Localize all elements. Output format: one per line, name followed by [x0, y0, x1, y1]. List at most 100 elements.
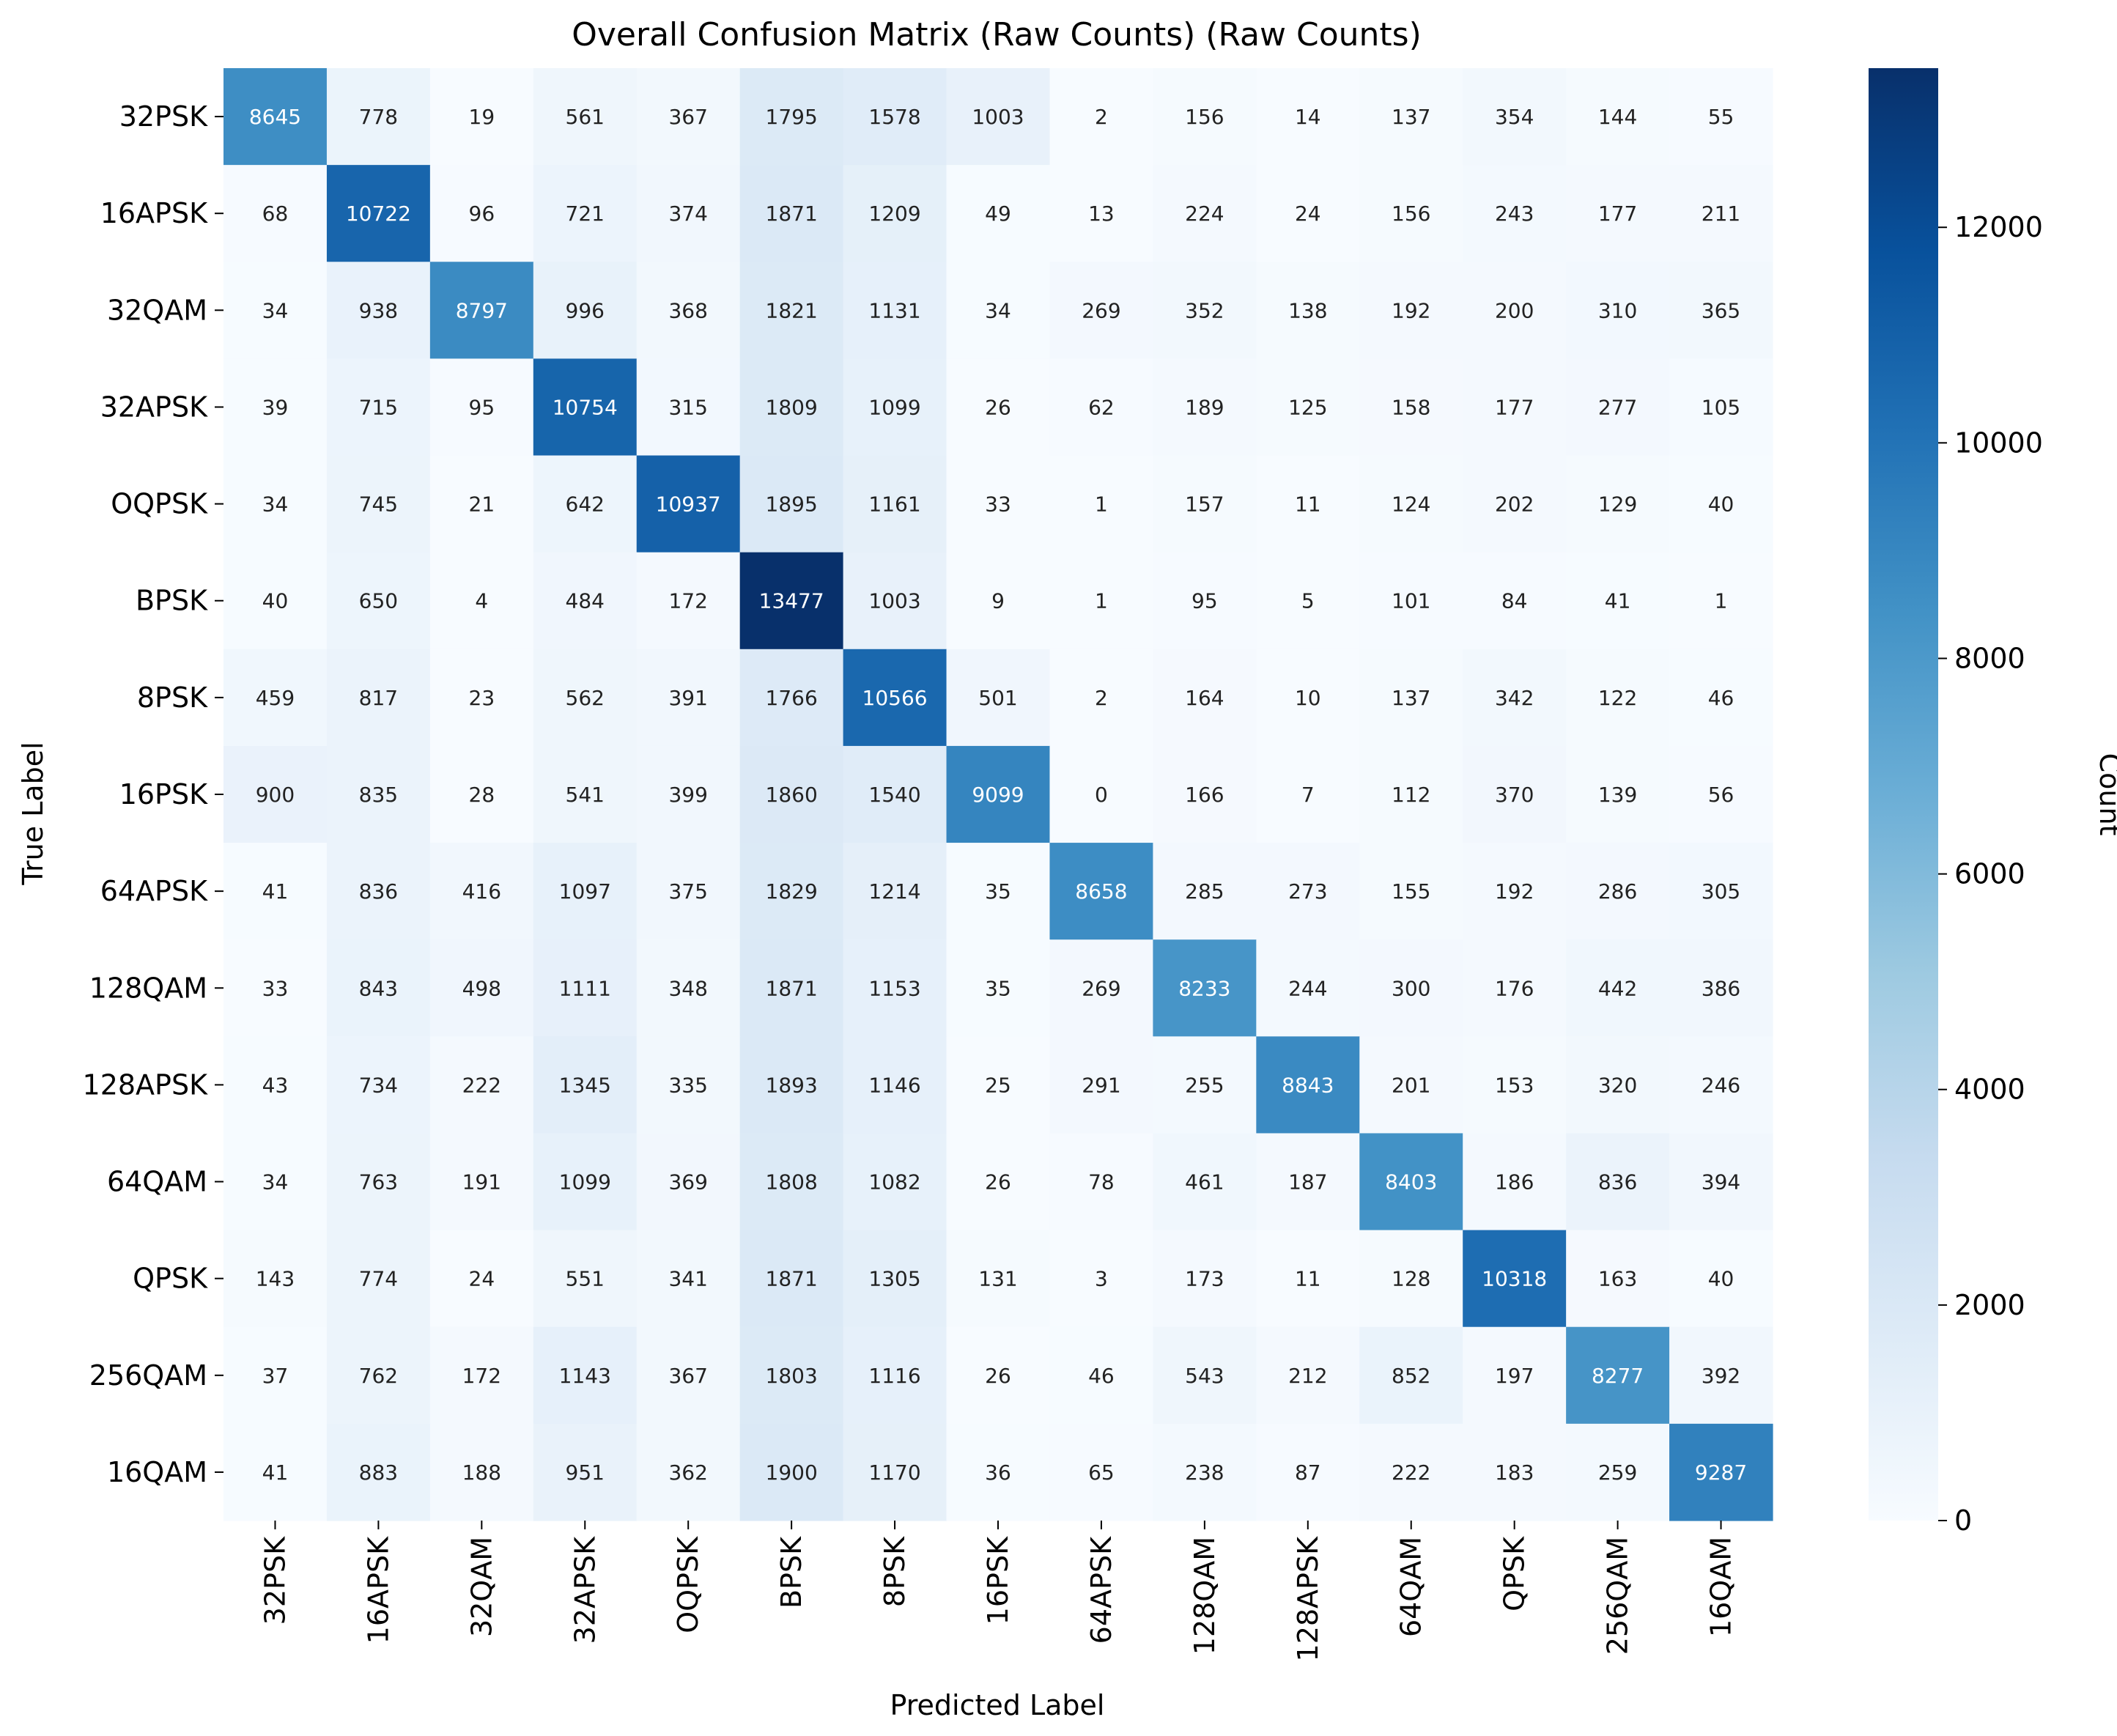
cell-value-label: 131: [978, 1267, 1017, 1291]
cell-value-label: 183: [1495, 1460, 1534, 1485]
cell-value-label: 442: [1598, 976, 1637, 1000]
cell-value-label: 8277: [1592, 1364, 1644, 1388]
cell-value-label: 8403: [1385, 1170, 1437, 1194]
cell-value-label: 1116: [868, 1364, 920, 1388]
y-tick-label: 16QAM: [107, 1456, 207, 1488]
cell-value-label: 222: [1392, 1460, 1430, 1485]
cell-value-label: 561: [566, 105, 605, 129]
cell-value-label: 244: [1288, 976, 1327, 1000]
y-axis-label: True Label: [17, 742, 49, 885]
heatmap-cell: [1359, 843, 1463, 940]
heatmap-cell: [1359, 455, 1463, 553]
heatmap-cell: [1669, 552, 1773, 650]
cell-value-label: 562: [566, 686, 605, 710]
heatmap-cell: [1566, 68, 1670, 166]
chart-title: Overall Confusion Matrix (Raw Counts) (R…: [572, 16, 1422, 53]
x-tick-label: 32APSK: [569, 1536, 601, 1644]
cell-value-label: 1082: [868, 1170, 920, 1194]
cell-value-label: 484: [566, 589, 605, 613]
cell-value-label: 778: [359, 105, 398, 129]
heatmap-cell: [843, 939, 947, 1037]
heatmap-cell: [843, 68, 947, 166]
heatmap-cell: [739, 1036, 844, 1134]
cell-value-label: 1003: [972, 105, 1024, 129]
cell-value-label: 1578: [868, 105, 920, 129]
heatmap-cell: [1566, 1326, 1670, 1425]
heatmap-cell: [1463, 262, 1567, 359]
heatmap-cell: [739, 262, 844, 359]
cell-value-label: 158: [1392, 395, 1430, 419]
cell-value-label: 269: [1082, 298, 1120, 322]
heatmap-cell: [1153, 1423, 1257, 1521]
cell-value-label: 34: [262, 298, 289, 322]
x-tick-label: 32QAM: [465, 1537, 498, 1637]
cell-value-label: 156: [1392, 202, 1430, 226]
cell-value-label: 191: [462, 1170, 501, 1194]
cell-value-label: 40: [1708, 492, 1734, 517]
cell-value-label: 46: [1708, 686, 1734, 710]
heatmap-cell: [1049, 165, 1153, 262]
cell-value-label: 1161: [868, 492, 920, 517]
cell-value-label: 56: [1708, 783, 1734, 807]
heatmap-cell: [1049, 939, 1153, 1037]
cell-value-label: 173: [1185, 1267, 1224, 1291]
cell-value-label: 286: [1598, 879, 1637, 904]
colorbar-tick-label: 10000: [1954, 426, 2043, 459]
heatmap-cell: [1049, 1036, 1153, 1134]
cell-value-label: 996: [566, 298, 605, 322]
heatmap-cell: [1256, 552, 1360, 650]
cell-value-label: 124: [1392, 492, 1430, 517]
heatmap-cell: [533, 649, 638, 747]
cell-value-label: 352: [1185, 298, 1224, 322]
cell-value-label: 164: [1185, 686, 1224, 710]
heatmap-cell: [1153, 552, 1257, 650]
cell-value-label: 11: [1295, 492, 1321, 517]
cell-value-label: 10754: [553, 395, 618, 419]
cell-value-label: 1795: [766, 105, 818, 129]
cell-value-label: 19: [469, 105, 495, 129]
cell-value-label: 342: [1495, 686, 1534, 710]
heatmap-cell: [429, 1326, 534, 1425]
cell-value-label: 348: [668, 976, 707, 1000]
cell-value-label: 211: [1702, 202, 1740, 226]
heatmap-cell: [1669, 165, 1773, 262]
heatmap-cell: [429, 1133, 534, 1231]
cell-value-label: 642: [566, 492, 605, 517]
heatmap-cell: [1256, 68, 1360, 166]
colorbar-tick-label: 0: [1954, 1504, 1972, 1537]
heatmap-cell: [1463, 939, 1567, 1037]
cell-value-label: 0: [1095, 783, 1108, 807]
heatmap-cell: [1256, 745, 1360, 843]
cell-value-label: 774: [359, 1267, 398, 1291]
cell-value-label: 139: [1598, 783, 1637, 807]
cell-value-label: 55: [1708, 105, 1734, 129]
heatmap-cell: [843, 1326, 947, 1425]
heatmap-cell: [1463, 745, 1567, 843]
cell-value-label: 24: [1295, 202, 1321, 226]
cell-value-label: 1766: [766, 686, 818, 710]
cell-value-label: 34: [262, 1170, 289, 1194]
cell-value-label: 10: [1295, 686, 1321, 710]
colorbar: [1869, 68, 1938, 1521]
cell-value-label: 310: [1598, 298, 1637, 322]
heatmap-cell: [533, 262, 638, 359]
cell-value-label: 10566: [862, 686, 928, 710]
cell-value-label: 1: [1715, 589, 1728, 613]
y-tick-label: 128QAM: [89, 972, 207, 1004]
cell-value-label: 341: [668, 1267, 707, 1291]
heatmap-cell: [1566, 745, 1670, 843]
cell-value-label: 238: [1185, 1460, 1224, 1485]
cell-value-label: 212: [1288, 1364, 1327, 1388]
heatmap-cell: [1359, 1326, 1463, 1425]
heatmap-cell: [843, 262, 947, 359]
cell-value-label: 21: [469, 492, 495, 517]
cell-value-label: 189: [1185, 395, 1224, 419]
heatmap-cell: [1049, 262, 1153, 359]
heatmap-cell: [636, 552, 741, 650]
heatmap-cell: [326, 649, 431, 747]
heatmap-cell: [636, 165, 741, 262]
heatmap-cell: [739, 1230, 844, 1328]
heatmap-cell: [1669, 1326, 1773, 1425]
heatmap-cell: [1049, 455, 1153, 553]
heatmap-cell: [533, 1230, 638, 1328]
